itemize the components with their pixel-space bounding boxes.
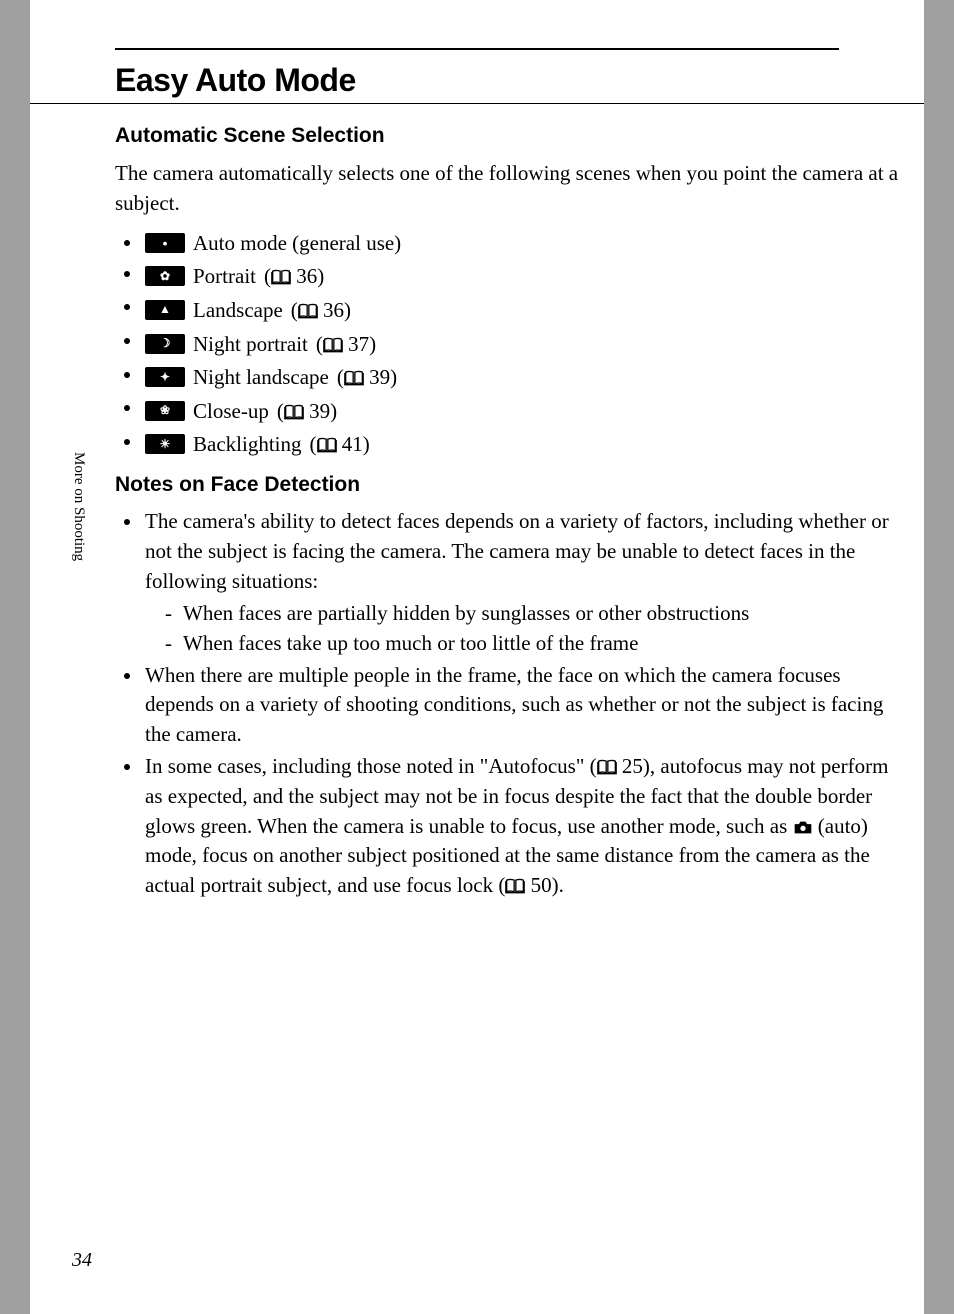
night-portrait-icon: ☽ xyxy=(145,334,185,354)
page-title: Easy Auto Mode xyxy=(115,62,356,99)
book-icon xyxy=(284,404,304,420)
section1-intro: The camera automatically selects one of … xyxy=(115,158,905,219)
page-ref: ( 41) xyxy=(310,429,370,459)
book-icon xyxy=(323,337,343,353)
scene-label: Night portrait xyxy=(193,329,308,359)
portrait-icon: ✿ xyxy=(145,266,185,286)
scene-item-night-portrait: ☽ Night portrait ( 37) xyxy=(143,325,905,359)
scene-label: Backlighting xyxy=(193,429,302,459)
note-item: In some cases, including those noted in … xyxy=(143,752,905,901)
book-icon xyxy=(271,269,291,285)
scene-item-close-up: ❀ Close-up ( 39) xyxy=(143,392,905,426)
backlight-icon: ☀ xyxy=(145,434,185,454)
page-ref: ( 39) xyxy=(277,396,337,426)
note-text-a: In some cases, including those noted in … xyxy=(145,754,597,778)
manual-page: Easy Auto Mode More on Shooting Automati… xyxy=(30,0,924,1314)
notes-list: The camera's ability to detect faces dep… xyxy=(115,507,905,901)
camera-icon xyxy=(793,820,813,835)
page-ref: ( 36) xyxy=(264,261,324,291)
section-heading-face-detection: Notes on Face Detection xyxy=(115,473,905,497)
page-number: 34 xyxy=(72,1249,92,1272)
book-icon xyxy=(317,437,337,453)
close-up-icon: ❀ xyxy=(145,401,185,421)
scene-label: Close-up xyxy=(193,396,269,426)
night-landscape-icon: ✦ xyxy=(145,367,185,387)
scene-item-portrait: ✿ Portrait ( 36) xyxy=(143,258,905,292)
page-ref: ( 36) xyxy=(291,295,351,325)
scene-item-landscape: ▲ Landscape ( 36) xyxy=(143,291,905,325)
book-icon xyxy=(505,878,525,894)
header-rule xyxy=(115,48,839,50)
page-ref: ( 39) xyxy=(337,362,397,392)
auto-mode-icon xyxy=(145,233,185,253)
page-ref-num: 25 xyxy=(622,754,643,778)
book-icon xyxy=(298,303,318,319)
scene-list: Auto mode (general use) ✿ Portrait ( 36)… xyxy=(115,227,905,460)
scene-label: Night landscape xyxy=(193,362,329,392)
side-tab xyxy=(30,425,68,675)
page-ref-num: 50 xyxy=(531,873,552,897)
title-underline xyxy=(30,103,924,104)
section-heading-auto-scene: Automatic Scene Selection xyxy=(115,124,905,148)
note-sub-item: When faces are partially hidden by sungl… xyxy=(165,599,905,629)
note-text: The camera's ability to detect faces dep… xyxy=(145,509,889,593)
scene-item-night-landscape: ✦ Night landscape ( 39) xyxy=(143,359,905,393)
note-item: The camera's ability to detect faces dep… xyxy=(143,507,905,658)
note-text-d: ). xyxy=(552,873,564,897)
side-label: More on Shooting xyxy=(70,452,87,561)
page-ref: ( 37) xyxy=(316,329,376,359)
landscape-icon: ▲ xyxy=(145,300,185,320)
scene-label: Auto mode (general use) xyxy=(193,228,401,258)
note-sublist: When faces are partially hidden by sungl… xyxy=(145,599,905,659)
scene-label: Landscape xyxy=(193,295,283,325)
scene-item-auto: Auto mode (general use) xyxy=(143,227,905,258)
book-icon xyxy=(344,370,364,386)
note-item: When there are multiple people in the fr… xyxy=(143,661,905,750)
note-sub-item: When faces take up too much or too littl… xyxy=(165,629,905,659)
scene-label: Portrait xyxy=(193,261,256,291)
book-icon xyxy=(597,759,617,775)
content-area: Automatic Scene Selection The camera aut… xyxy=(115,118,905,903)
scene-item-backlight: ☀ Backlighting ( 41) xyxy=(143,426,905,460)
